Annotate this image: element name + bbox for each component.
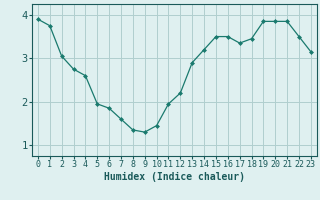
X-axis label: Humidex (Indice chaleur): Humidex (Indice chaleur) [104, 172, 245, 182]
